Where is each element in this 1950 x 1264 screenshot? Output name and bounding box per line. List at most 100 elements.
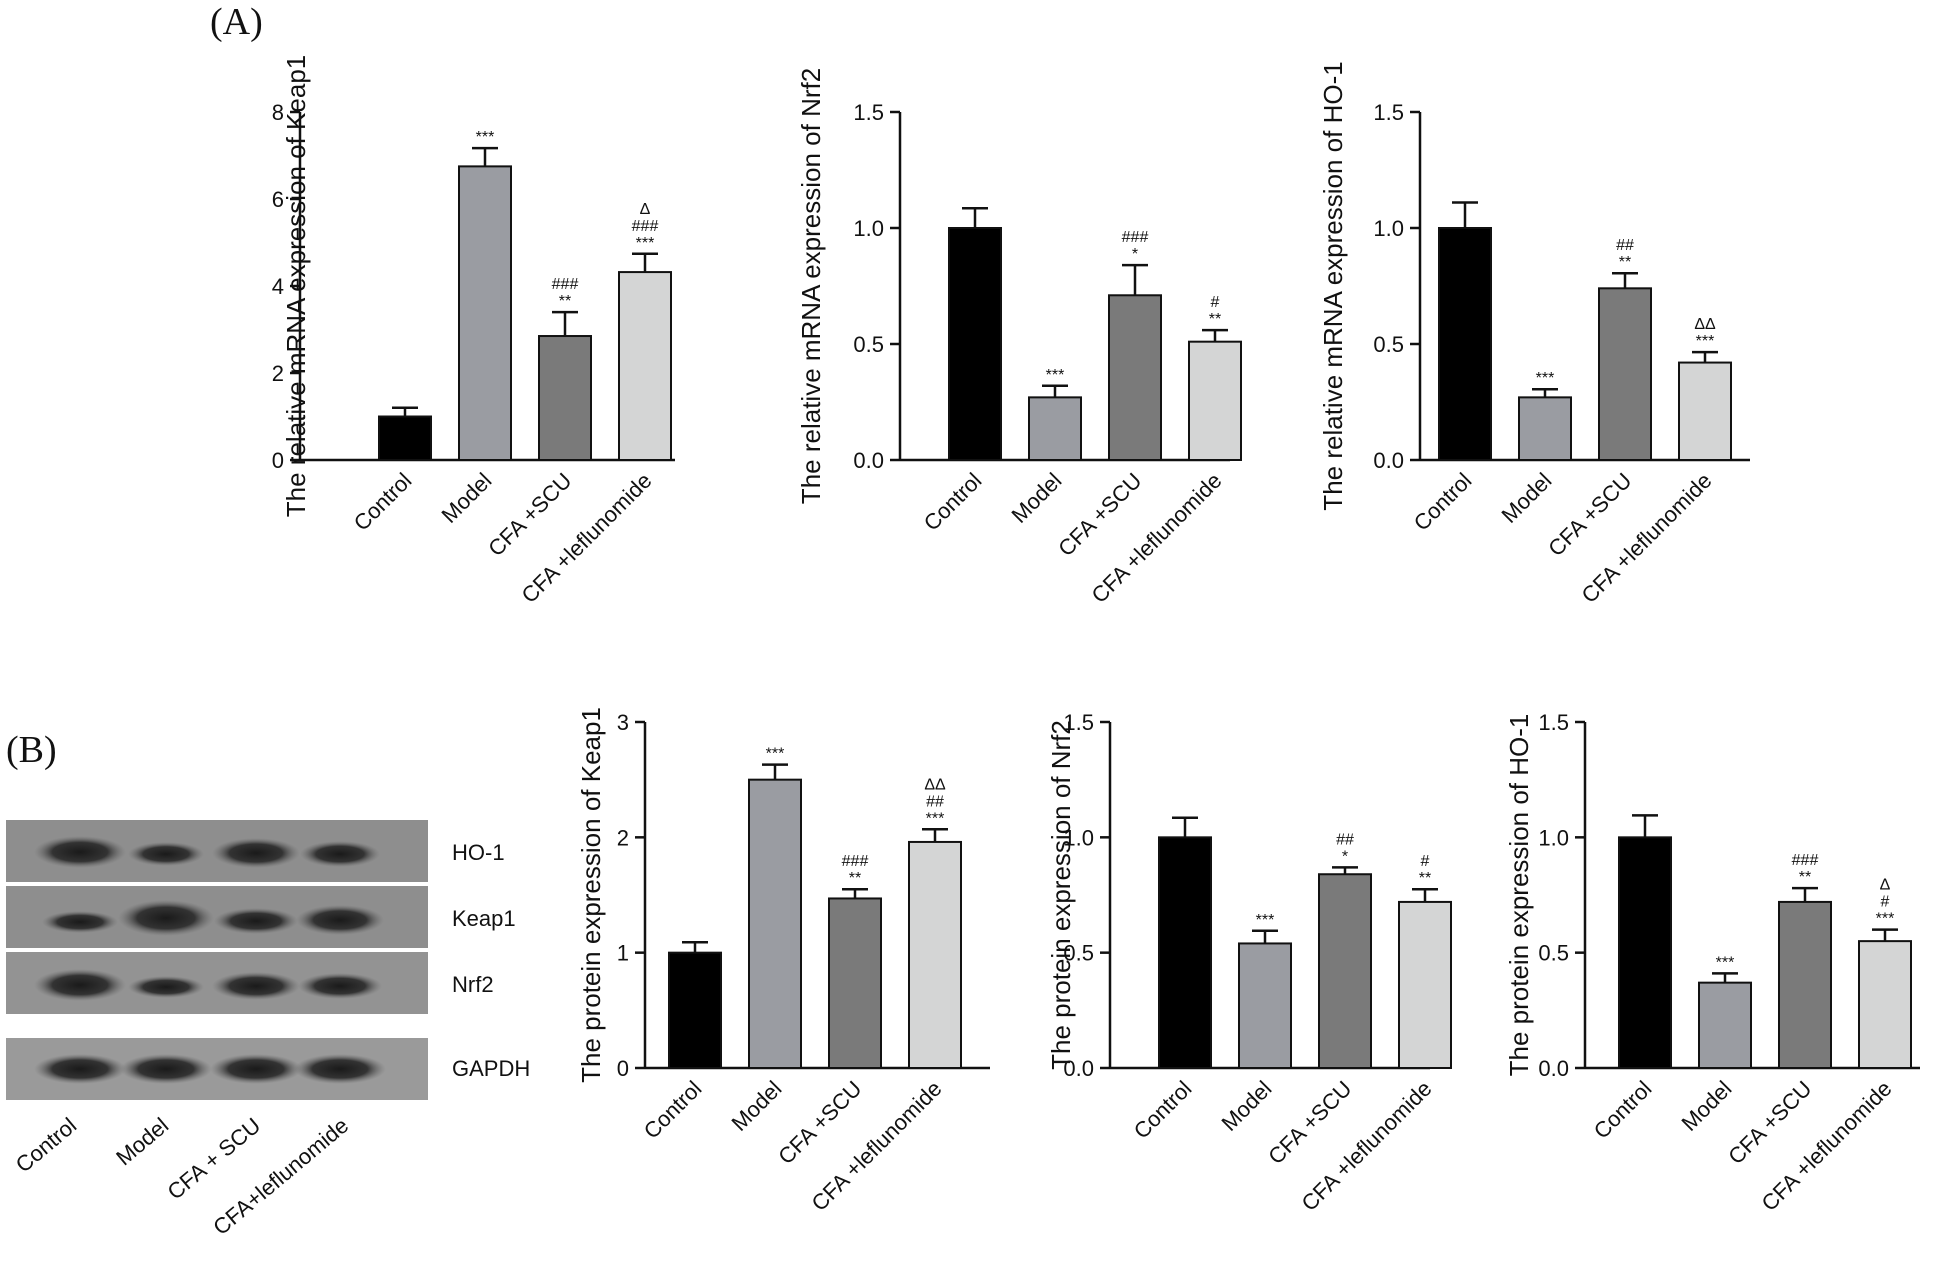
chart-mrna-nrf2: 0.0 0.5 1.0 1.5 The relative mRNA expression… (796, 68, 1242, 608)
bar-3 (828, 897, 882, 1070)
bar-4 (908, 840, 962, 1069)
y-tick-label: 0.0 (1063, 1056, 1094, 1081)
significance-label: ** (1419, 870, 1431, 887)
significance-label: *** (1716, 954, 1735, 971)
band-keap1-scu (214, 908, 298, 934)
bar-1 (1158, 836, 1212, 1069)
y-tick-label: 4 (272, 274, 284, 299)
significance-label: ** (1799, 869, 1811, 886)
band-ho1-control (34, 836, 126, 868)
y-tick-label: 0.0 (1373, 448, 1404, 473)
bar-2 (1028, 396, 1082, 461)
blot-label-ho1: HO-1 (452, 840, 505, 865)
y-tick-label: 0.5 (1063, 941, 1094, 966)
significance-label: ** (1209, 311, 1221, 328)
chart-protein-keap1: 0 1 2 3 The protein expression of Keap1 Contr… (576, 707, 990, 1216)
band-ho1-lef (300, 841, 380, 867)
bar-4 (1678, 361, 1732, 461)
significance-label: # (1421, 853, 1430, 870)
category-label: Model (1676, 1076, 1736, 1136)
category-label: Control (919, 468, 987, 536)
chart-mrna-ho1: 0.0 0.5 1.0 1.5 The relative mRNA expression… (1318, 61, 1750, 608)
bar-4 (1398, 900, 1452, 1069)
y-axis-title: The protein expression of Keap1 (576, 707, 606, 1083)
y-tick-label: 1.0 (1373, 216, 1404, 241)
significance-label: # (1211, 294, 1220, 311)
significance-label: *** (766, 746, 785, 763)
panel-label-a: (A) (210, 1, 263, 43)
bar-2 (1698, 981, 1752, 1069)
y-axis-title: The protein expression of HO-1 (1504, 714, 1534, 1077)
band-keap1-lef (296, 905, 384, 935)
bar-3 (1598, 287, 1652, 461)
band-gapdh-model (120, 1054, 212, 1084)
category-label: Control (1589, 1076, 1657, 1144)
bar-2 (748, 778, 802, 1070)
significance-label: ## (1336, 831, 1354, 848)
y-tick-label: 0.0 (853, 448, 884, 473)
bar-3 (538, 335, 592, 461)
significance-label: *** (1876, 911, 1895, 928)
y-tick-label: 1.0 (1063, 825, 1094, 850)
blot-label-nrf2: Nrf2 (452, 972, 494, 997)
category-label: Model (1496, 468, 1556, 528)
significance-label: Δ (640, 201, 651, 218)
band-gapdh-lef (294, 1054, 386, 1084)
bar-1 (668, 951, 722, 1070)
band-nrf2-control (34, 969, 126, 1001)
y-axis-title: The protein expression of Nrf2 (1046, 720, 1076, 1070)
band-gapdh-scu (210, 1054, 302, 1084)
significance-label: *** (1696, 333, 1715, 350)
category-label: Model (1216, 1076, 1276, 1136)
band-keap1-control (42, 911, 118, 933)
category-label: Control (1129, 1076, 1197, 1144)
category-label: Control (639, 1076, 707, 1144)
y-tick-label: 1.0 (1538, 825, 1569, 850)
y-tick-label: 1.5 (1538, 710, 1569, 735)
y-tick-label: 0 (617, 1056, 629, 1081)
band-gapdh-control (34, 1054, 126, 1084)
significance-label: ### (842, 853, 869, 870)
significance-label: ΔΔ (1694, 316, 1716, 333)
y-tick-label: 1.0 (853, 216, 884, 241)
band-nrf2-model (128, 976, 204, 998)
y-tick-label: 0 (272, 448, 284, 473)
y-tick-label: 3 (617, 710, 629, 735)
bar-1 (378, 415, 432, 461)
y-axis-title: The relative mRNA expression of Nrf2 (796, 68, 826, 504)
category-label: Model (1006, 468, 1066, 528)
y-tick-label: 0.0 (1538, 1056, 1569, 1081)
y-axis-title: The relative mRNA expression of HO-1 (1318, 61, 1348, 510)
significance-label: *** (476, 129, 495, 146)
significance-label: ΔΔ (924, 776, 946, 793)
bar-2 (1518, 396, 1572, 461)
bar-2 (458, 165, 512, 461)
western-blot: HO-1 Keap1 Nrf2 GAPDH Control Model CFA … (6, 820, 530, 1240)
significance-label: ### (1122, 229, 1149, 246)
band-ho1-model (128, 842, 204, 866)
bar-4 (1858, 940, 1912, 1070)
blot-label-keap1: Keap1 (452, 906, 516, 931)
significance-label: Δ (1880, 877, 1891, 894)
y-tick-label: 2 (617, 825, 629, 850)
y-tick-label: 1.5 (853, 100, 884, 125)
y-tick-label: 8 (272, 100, 284, 125)
y-axis-title: The relative mRNA expression of Keap1 (281, 55, 311, 517)
band-ho1-scu (212, 838, 300, 868)
significance-label: ### (632, 218, 659, 235)
significance-label: *** (926, 810, 945, 827)
y-tick-label: 1 (617, 941, 629, 966)
significance-label: *** (1536, 370, 1555, 387)
significance-label: *** (1046, 367, 1065, 384)
significance-label: ## (926, 793, 944, 810)
y-tick-label: 0.5 (853, 332, 884, 357)
bar-3 (1108, 294, 1162, 461)
bar-1 (1438, 227, 1492, 461)
y-tick-label: 1.5 (1373, 100, 1404, 125)
significance-label: ## (1616, 237, 1634, 254)
category-label: Model (726, 1076, 786, 1136)
bar-3 (1318, 873, 1372, 1069)
bar-2 (1238, 942, 1292, 1069)
